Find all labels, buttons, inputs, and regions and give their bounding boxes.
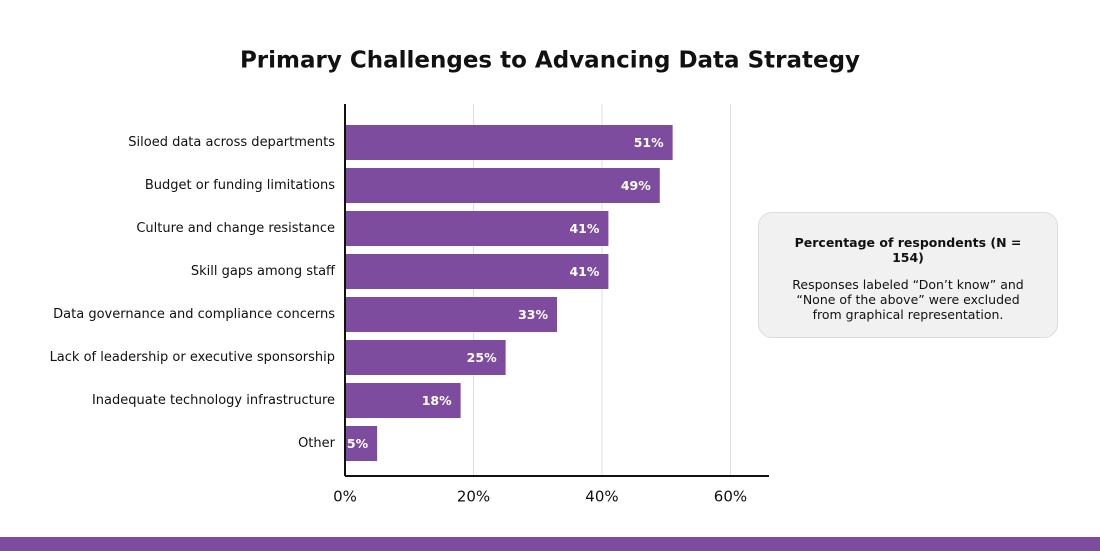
y-tick-label: Inadequate technology infrastructure bbox=[92, 393, 335, 408]
note-box: Percentage of respondents (N = 154) Resp… bbox=[758, 212, 1058, 338]
value-label: 49% bbox=[621, 178, 651, 193]
y-tick-label: Lack of leadership or executive sponsors… bbox=[50, 350, 335, 365]
y-tick-label: Skill gaps among staff bbox=[191, 264, 336, 279]
y-tick-label: Culture and change resistance bbox=[136, 221, 335, 236]
bar bbox=[345, 383, 461, 418]
note-text: Responses labeled “Don’t know” and “None… bbox=[792, 277, 1024, 322]
value-label: 25% bbox=[467, 350, 497, 365]
bar bbox=[345, 254, 609, 289]
x-tick-label: 40% bbox=[585, 488, 618, 506]
note-title: Percentage of respondents (N = 154) bbox=[794, 235, 1022, 265]
value-label: 51% bbox=[634, 135, 664, 150]
value-label: 18% bbox=[422, 393, 452, 408]
value-label: 5% bbox=[347, 436, 369, 451]
x-tick-label: 0% bbox=[333, 488, 357, 506]
y-tick-label: Other bbox=[298, 436, 336, 451]
value-label: 41% bbox=[569, 221, 599, 236]
bar bbox=[345, 168, 660, 203]
y-tick-label: Budget or funding limitations bbox=[145, 178, 335, 193]
y-tick-label: Data governance and compliance concerns bbox=[53, 307, 335, 322]
bar bbox=[345, 125, 673, 160]
chart-title: Primary Challenges to Advancing Data Str… bbox=[240, 48, 860, 74]
chart: Primary Challenges to Advancing Data Str… bbox=[50, 48, 861, 506]
x-tick-label: 20% bbox=[457, 488, 490, 506]
footer-bar bbox=[0, 537, 1100, 551]
bar bbox=[345, 340, 506, 375]
bar bbox=[345, 211, 609, 246]
bar bbox=[345, 426, 378, 461]
y-tick-label: Siloed data across departments bbox=[128, 135, 335, 150]
value-label: 33% bbox=[518, 307, 548, 322]
bar bbox=[345, 297, 557, 332]
value-label: 41% bbox=[569, 264, 599, 279]
x-tick-label: 60% bbox=[714, 488, 747, 506]
